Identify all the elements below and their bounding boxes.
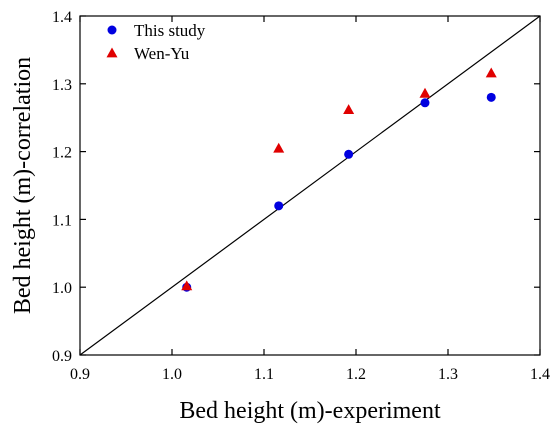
data-points <box>181 67 497 292</box>
data-point-wen-yu <box>181 280 193 291</box>
y-tick-label: 1.3 <box>52 77 72 94</box>
reference-line <box>79 15 541 356</box>
y-tick-label: 1.1 <box>52 212 72 229</box>
x-tick-label: 0.9 <box>70 366 90 383</box>
y-tick-label: 1.4 <box>52 9 72 26</box>
legend-label: This study <box>134 21 206 40</box>
y-tick-label: 1.2 <box>52 145 72 162</box>
x-tick-label: 1.2 <box>346 366 366 383</box>
data-point-wen-yu <box>273 142 285 153</box>
data-point-this-study <box>420 98 430 108</box>
legend-marker <box>107 25 117 35</box>
legend: This study Wen-Yu <box>106 21 206 63</box>
data-point-wen-yu <box>343 104 355 114</box>
y-tick-label: 0.9 <box>52 348 72 365</box>
data-point-this-study <box>344 149 354 159</box>
x-tick-label: 1.4 <box>530 366 550 383</box>
x-axis-title: Bed height (m)-experiment <box>179 398 441 424</box>
y-axis-title: Bed height (m)-correlation <box>10 57 36 314</box>
legend-marker <box>106 47 118 58</box>
x-tick-label: 1.1 <box>254 366 274 383</box>
data-point-wen-yu <box>485 67 497 78</box>
legend-label: Wen-Yu <box>134 44 190 63</box>
y-tick-label: 1.0 <box>52 280 72 297</box>
data-point-this-study <box>274 201 284 211</box>
data-point-wen-yu <box>419 87 431 98</box>
x-tick-label: 1.0 <box>162 366 182 383</box>
axis-ticks: 0.9 1.0 1.1 1.2 1.3 1.4 0.9 1.0 1.1 1.2 1.3 1.4 <box>52 9 550 383</box>
x-tick-label: 1.3 <box>438 366 458 383</box>
reference-line-group <box>79 15 541 356</box>
plot-area <box>79 15 541 356</box>
data-point-this-study <box>486 92 496 102</box>
